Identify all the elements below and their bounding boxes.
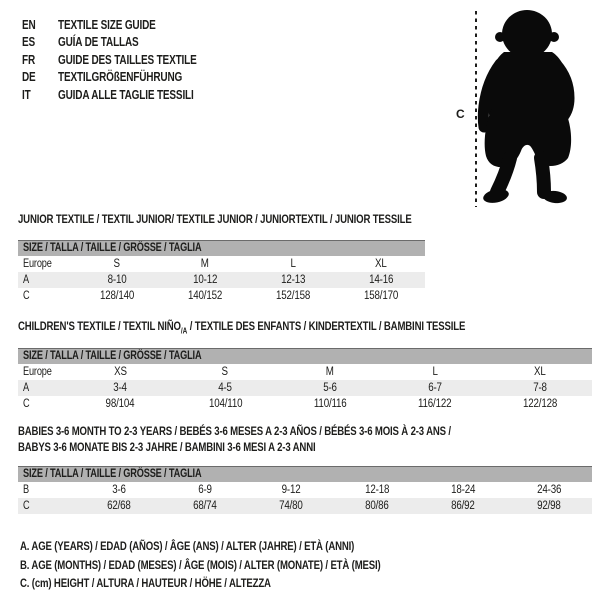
row-label: A xyxy=(23,382,29,394)
baby-silhouette-icon xyxy=(477,10,575,204)
legend-age-years: A. AGE (YEARS) / EDAD (AÑOS) / ÂGE (ANS)… xyxy=(20,539,355,553)
language-label: TEXTILE SIZE GUIDE xyxy=(58,17,156,32)
language-code: EN xyxy=(22,17,36,32)
legend-block: A. AGE (YEARS) / EDAD (AÑOS) / ÂGE (ANS)… xyxy=(20,537,471,593)
language-code: IT xyxy=(22,87,31,102)
junior-textile-section: JUNIOR TEXTILE / TEXTIL JUNIOR/ TEXTILE … xyxy=(18,211,425,304)
language-row-de: DE TEXTILGRÖßENFÜHRUNG xyxy=(22,69,231,87)
babies-textile-section: BABIES 3-6 MONTH TO 2-3 YEARS / BEBÉS 3-… xyxy=(18,423,592,514)
table-row-age-months: B 3-6 6-9 9-12 12-18 18-24 24-36 xyxy=(18,482,592,498)
row-label: C xyxy=(23,500,30,512)
table-row-age-years: A 8-10 10-12 12-13 14-16 xyxy=(18,272,425,288)
childrens-section-title: CHILDREN'S TEXTILE / TEXTIL NIÑO/A / TEX… xyxy=(18,319,466,336)
babies-section-title-line2: BABYS 3-6 MONATE BIS 2-3 JAHRE / BAMBINI… xyxy=(18,440,316,454)
language-label: GUÍA DE TALLAS xyxy=(58,35,139,50)
language-code: ES xyxy=(22,35,36,50)
junior-section-title: JUNIOR TEXTILE / TEXTIL JUNIOR/ TEXTILE … xyxy=(18,212,412,226)
babies-section-title-line1: BABIES 3-6 MONTH TO 2-3 YEARS / BEBÉS 3-… xyxy=(18,424,451,438)
table-row-height: C 98/104 104/110 110/116 116/122 122/128 xyxy=(18,396,592,412)
language-row-en: EN TEXTILE SIZE GUIDE xyxy=(22,16,231,34)
legend-height: C. (cm) HEIGHT / ALTURA / HAUTEUR / HÖHE… xyxy=(20,576,271,590)
row-label: B xyxy=(23,484,29,496)
table-row-europe: Europe XS S M L XL xyxy=(18,364,592,380)
baby-figure xyxy=(475,10,575,207)
language-code: DE xyxy=(22,70,36,85)
junior-size-table: SIZE / TALLA / TAILLE / GRÖSSE / TAGLIA … xyxy=(18,240,425,304)
table-row-height: C 62/68 68/74 74/80 80/86 86/92 92/98 xyxy=(18,498,592,514)
language-code: FR xyxy=(22,52,36,67)
row-label: A xyxy=(23,274,29,286)
language-row-es: ES GUÍA DE TALLAS xyxy=(22,34,231,52)
row-label: Europe xyxy=(23,366,52,378)
language-label: TEXTILGRÖßENFÜHRUNG xyxy=(58,70,183,85)
language-row-fr: FR GUIDE DES TAILLES TEXTILE xyxy=(22,51,231,69)
babies-size-table: SIZE / TALLA / TAILLE / GRÖSSE / TAGLIA … xyxy=(18,466,592,514)
row-label: C xyxy=(23,290,30,302)
table-row-age-years: A 3-4 4-5 5-6 6-7 7-8 xyxy=(18,380,592,396)
language-row-it: IT GUIDA ALLE TAGLIE TESSILI xyxy=(22,86,231,104)
size-header-bar: SIZE / TALLA / TAILLE / GRÖSSE / TAGLIA xyxy=(18,240,425,256)
table-row-height: C 128/140 140/152 152/158 158/170 xyxy=(18,288,425,304)
language-label: GUIDE DES TAILLES TEXTILE xyxy=(58,52,197,67)
childrens-size-table: SIZE / TALLA / TAILLE / GRÖSSE / TAGLIA … xyxy=(18,348,592,412)
language-title-block: EN TEXTILE SIZE GUIDE ES GUÍA DE TALLAS … xyxy=(22,16,231,104)
size-header-bar: SIZE / TALLA / TAILLE / GRÖSSE / TAGLIA xyxy=(18,466,592,482)
height-measure-label: C xyxy=(456,107,465,121)
language-label: GUIDA ALLE TAGLIE TESSILI xyxy=(58,87,194,102)
row-label: Europe xyxy=(23,258,52,270)
row-label: C xyxy=(23,398,30,410)
childrens-textile-section: CHILDREN'S TEXTILE / TEXTIL NIÑO/A / TEX… xyxy=(18,318,592,412)
table-row-europe: Europe S M L XL xyxy=(18,256,425,272)
legend-age-months: B. AGE (MONTHS) / EDAD (MESES) / ÂGE (MO… xyxy=(20,557,381,572)
size-header-bar: SIZE / TALLA / TAILLE / GRÖSSE / TAGLIA xyxy=(18,348,592,364)
